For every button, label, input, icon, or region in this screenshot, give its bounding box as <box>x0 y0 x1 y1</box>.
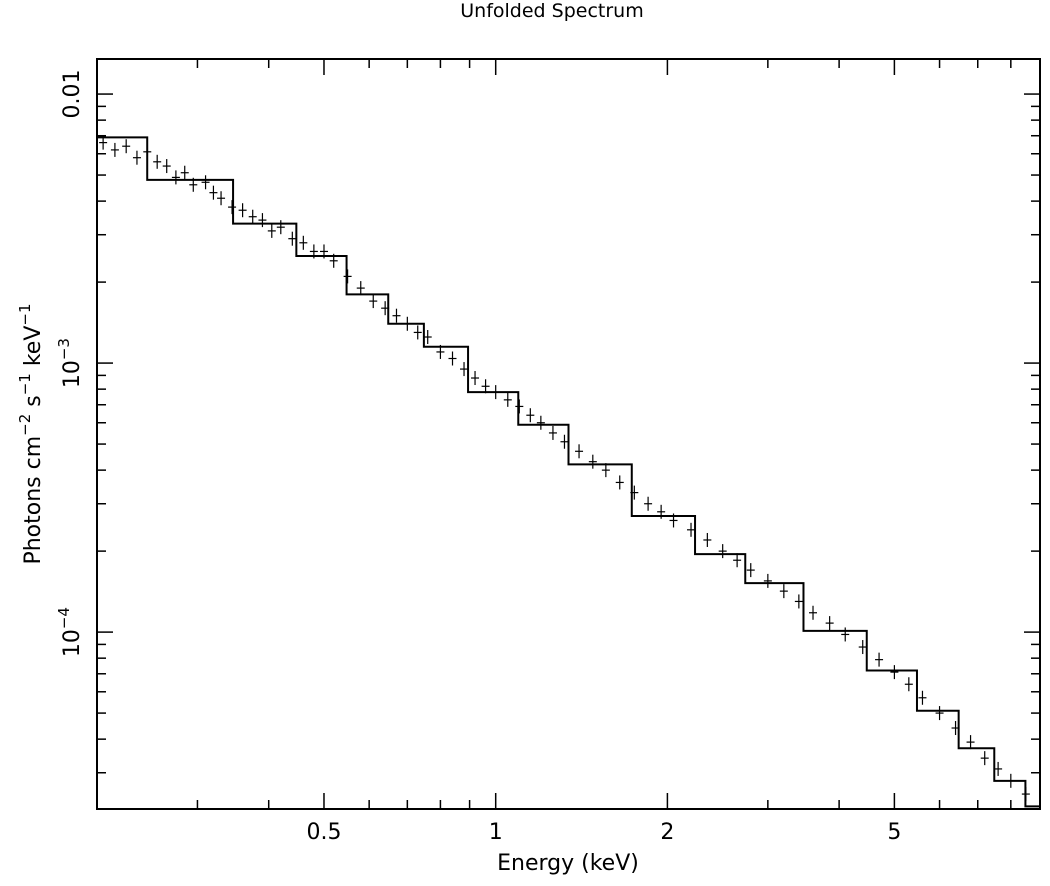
y-axis-label: Photons cm−2 s−1 keV−1 <box>16 303 46 564</box>
data-point <box>794 594 803 609</box>
chart-title: Unfolded Spectrum <box>460 0 643 22</box>
data-point <box>381 301 390 316</box>
plot-frame <box>96 58 1041 810</box>
data-point <box>644 496 653 511</box>
model-step-line <box>97 136 1040 808</box>
data-point <box>143 144 152 159</box>
data-point <box>319 244 328 259</box>
data-point <box>448 351 457 366</box>
data-point <box>951 721 960 736</box>
data-point <box>966 735 975 750</box>
x-tick-label: 5 <box>887 820 901 845</box>
data-point <box>875 652 884 667</box>
data-point <box>615 475 624 490</box>
data-point <box>703 532 712 547</box>
data-point <box>779 584 788 599</box>
data-point <box>763 573 772 588</box>
data-point <box>238 203 247 218</box>
data-point <box>288 231 297 246</box>
data-point <box>343 269 352 284</box>
data-point <box>248 209 257 224</box>
y-axis-ticks: 0.01 10−3 10−4 <box>55 70 1040 774</box>
data-point <box>809 605 818 620</box>
y-tick-label: 10−3 <box>55 338 85 388</box>
data-point <box>436 344 445 359</box>
data-point <box>515 399 524 414</box>
data-point <box>1021 787 1030 802</box>
data-point <box>858 640 867 655</box>
data-point <box>994 761 1003 776</box>
data-point <box>180 165 189 180</box>
data-point <box>746 563 755 578</box>
data-point <box>356 281 365 296</box>
data-point <box>122 139 131 154</box>
data-point <box>503 392 512 407</box>
y-tick-label: 0.01 <box>60 70 85 119</box>
data-point <box>481 379 490 394</box>
data-point <box>935 706 944 721</box>
data-point <box>209 185 218 200</box>
x-axis-ticks: 0.5 1 2 5 <box>96 59 1041 845</box>
data-point <box>890 665 899 680</box>
data-point <box>423 330 432 345</box>
data-point <box>413 325 422 340</box>
data-point <box>718 544 727 559</box>
data-point <box>392 308 401 323</box>
data-point <box>918 690 927 705</box>
data-point <box>460 362 469 377</box>
data-point <box>687 522 696 537</box>
y-tick-label: 10−4 <box>55 607 85 657</box>
data-point <box>601 463 610 478</box>
data-point <box>132 150 141 165</box>
data-point <box>299 235 308 250</box>
data-point <box>733 553 742 568</box>
data-point <box>228 200 237 215</box>
data-point <box>162 159 171 174</box>
model-curve <box>97 136 1040 808</box>
data-series <box>99 135 1030 802</box>
data-point <box>258 213 267 228</box>
x-axis-label: Energy (keV) <box>497 851 639 876</box>
data-point <box>309 244 318 259</box>
data-point <box>980 751 989 766</box>
data-point <box>201 175 210 190</box>
data-point <box>904 677 913 692</box>
data-point <box>630 485 639 500</box>
data-point <box>526 408 535 423</box>
data-point <box>669 513 678 528</box>
data-point <box>99 135 108 150</box>
data-point <box>825 616 834 631</box>
data-point <box>1006 773 1015 788</box>
data-point <box>153 154 162 169</box>
data-point <box>217 191 226 206</box>
data-point <box>491 385 500 400</box>
data-point <box>548 425 557 440</box>
data-point <box>657 504 666 519</box>
data-point <box>560 434 569 449</box>
x-tick-label: 1 <box>489 820 503 845</box>
data-point <box>471 371 480 386</box>
data-point <box>267 223 276 238</box>
data-point <box>110 142 119 157</box>
data-point <box>403 316 412 331</box>
data-point <box>588 454 597 469</box>
data-point <box>536 415 545 430</box>
data-point <box>171 170 180 185</box>
data-point <box>329 253 338 268</box>
data-point <box>369 294 378 309</box>
x-tick-label: 2 <box>660 820 674 845</box>
data-point <box>575 444 584 459</box>
data-point <box>841 627 850 642</box>
data-point <box>189 177 198 192</box>
x-tick-label: 0.5 <box>306 820 341 845</box>
data-point <box>276 220 285 235</box>
